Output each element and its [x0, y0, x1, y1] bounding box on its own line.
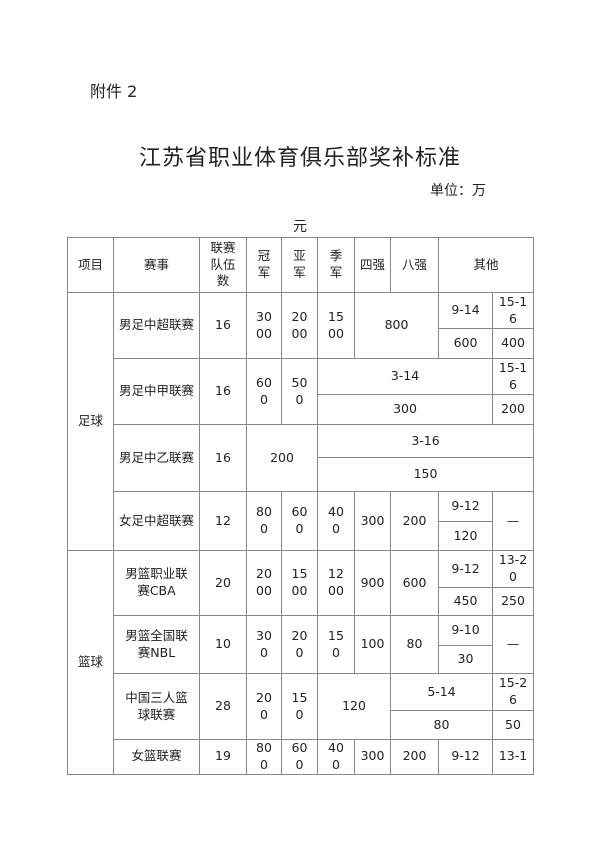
- cell-o2-label: 15-16: [493, 293, 534, 329]
- cell-c4: 300: [355, 740, 391, 775]
- cell-c1: 3000: [247, 293, 282, 359]
- cell-merged: 120: [318, 674, 391, 740]
- cell-c4: 300: [355, 492, 391, 551]
- cell-teams: 19: [200, 740, 247, 775]
- cell-event: 男篮职业联赛CBA: [114, 551, 200, 616]
- cell-event: 男篮全国联赛NBL: [114, 616, 200, 674]
- cell-teams: 12: [200, 492, 247, 551]
- cell-c3: 1500: [318, 293, 355, 359]
- cell-o2: —: [493, 616, 534, 674]
- cell-c4: 100: [355, 616, 391, 674]
- unit-label: 单位：万: [430, 183, 486, 199]
- cell-c2: 150: [282, 674, 318, 740]
- cell-c2: 600: [282, 492, 318, 551]
- header-cell: 项目: [68, 238, 114, 293]
- cell-teams: 28: [200, 674, 247, 740]
- header-cell: 亚军: [282, 238, 318, 293]
- cell-teams: 16: [200, 359, 247, 425]
- sport-cell: 足球: [68, 293, 114, 551]
- cell-o1-label: 9-12: [439, 551, 493, 588]
- cell-o1-label: 9-14: [439, 293, 493, 329]
- header-cell: 冠军: [247, 238, 282, 293]
- document-title: 江苏省职业体育俱乐部奖补标准: [138, 146, 461, 171]
- cell-o1-label: 3-14: [318, 359, 493, 395]
- cell-c1: 800: [247, 492, 282, 551]
- cell-merged: 200: [247, 425, 318, 492]
- cell-o2-value: 50: [493, 711, 534, 740]
- cell-o1-value: 80: [391, 711, 493, 740]
- cell-merged: 800: [355, 293, 439, 359]
- cell-event: 男足中乙联赛: [114, 425, 200, 492]
- cell-o1: 9-12: [439, 740, 493, 775]
- cell-c2: 2000: [282, 293, 318, 359]
- cell-c3: 1200: [318, 551, 355, 616]
- unit-label-continued: 元: [293, 219, 307, 235]
- cell-o1-value: 300: [318, 395, 493, 425]
- cell-c2: 500: [282, 359, 318, 425]
- cell-c3: 400: [318, 740, 355, 775]
- cell-c1: 200: [247, 674, 282, 740]
- cell-c3: 400: [318, 492, 355, 551]
- header-cell: 季军: [318, 238, 355, 293]
- cell-c8: 200: [391, 740, 439, 775]
- cell-o2-label: 13-20: [493, 551, 534, 588]
- cell-o1-label: 5-14: [391, 674, 493, 711]
- cell-teams: 16: [200, 425, 247, 492]
- cell-c8: 80: [391, 616, 439, 674]
- cell-o1-label: 9-12: [439, 492, 493, 522]
- cell-o1-value: 600: [439, 329, 493, 359]
- sport-cell: 篮球: [68, 551, 114, 775]
- cell-event: 中国三人篮球联赛: [114, 674, 200, 740]
- cell-c2: 600: [282, 740, 318, 775]
- cell-c1: 600: [247, 359, 282, 425]
- cell-c2: 200: [282, 616, 318, 674]
- cell-event: 女篮联赛: [114, 740, 200, 775]
- cell-o2-value: 200: [493, 395, 534, 425]
- cell-o1-label: 3-16: [318, 425, 534, 458]
- cell-c2: 1500: [282, 551, 318, 616]
- cell-teams: 20: [200, 551, 247, 616]
- cell-o1-label: 9-10: [439, 616, 493, 646]
- subsidy-table: 项目 赛事 联赛队伍数 冠军 亚军 季军 四强 八强 其他 足球 篮球 男足中超联赛 16 3000 200…: [67, 237, 534, 775]
- cell-event: 男足中超联赛: [114, 293, 200, 359]
- cell-c8: 200: [391, 492, 439, 551]
- header-cell: 其他: [439, 238, 534, 293]
- cell-c1: 300: [247, 616, 282, 674]
- cell-c1: 2000: [247, 551, 282, 616]
- cell-o2-label: 15-16: [493, 359, 534, 395]
- cell-c4: 900: [355, 551, 391, 616]
- cell-c1: 800: [247, 740, 282, 775]
- header-cell: 八强: [391, 238, 439, 293]
- header-cell: 赛事: [114, 238, 200, 293]
- cell-o1-value: 150: [318, 458, 534, 492]
- cell-o1-value: 450: [439, 588, 493, 616]
- header-cell: 四强: [355, 238, 391, 293]
- cell-o1-value: 30: [439, 646, 493, 674]
- cell-o2-label: 15-26: [493, 674, 534, 711]
- cell-event: 女足中超联赛: [114, 492, 200, 551]
- cell-o2-value: 400: [493, 329, 534, 359]
- cell-event: 男足中甲联赛: [114, 359, 200, 425]
- cell-teams: 10: [200, 616, 247, 674]
- attachment-label: 附件 2: [90, 82, 138, 101]
- cell-c3: 150: [318, 616, 355, 674]
- cell-o2: —: [493, 492, 534, 551]
- cell-o1-value: 120: [439, 522, 493, 551]
- cell-c8: 600: [391, 551, 439, 616]
- cell-o2: 13-1: [493, 740, 534, 775]
- cell-o2-value: 250: [493, 588, 534, 616]
- header-cell: 联赛队伍数: [200, 238, 247, 293]
- cell-teams: 16: [200, 293, 247, 359]
